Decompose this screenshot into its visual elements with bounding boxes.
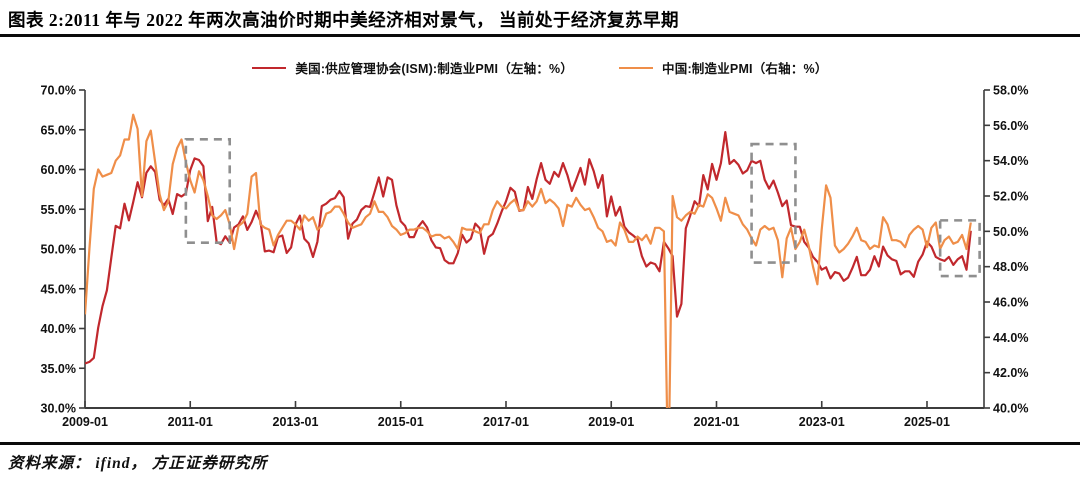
tick-label: 60.0% (41, 163, 76, 177)
tick-label: 30.0% (41, 402, 76, 416)
tick-label: 58.0% (993, 84, 1028, 98)
chart-area: 70.0% 65.0% 60.0% 55.0% 50.0% 45.0% 40.0% 35.0%… (0, 46, 1080, 442)
tick-label: 2025-01 (904, 415, 950, 429)
tick-label: 48.0% (993, 260, 1028, 274)
tick-label: 2021-01 (694, 415, 740, 429)
tick-label: 35.0% (41, 362, 76, 376)
tick-label: 44.0% (993, 331, 1028, 345)
tick-label: 56.0% (993, 119, 1028, 133)
tick-label: 2011-01 (168, 415, 213, 429)
tick-label: 52.0% (993, 190, 1028, 204)
tick-label: 70.0% (41, 84, 76, 98)
tick-label: 40.0% (41, 322, 76, 336)
tick-label: 54.0% (993, 154, 1028, 168)
x-axis: 2009-01 2011-01 2013-01 2015-01 2017-01 2019-… (62, 401, 950, 429)
highlight-boxes (184, 137, 981, 278)
tick-label: 45.0% (41, 282, 76, 296)
tick-label: 46.0% (993, 296, 1028, 310)
y-left-axis: 70.0% 65.0% 60.0% 55.0% 50.0% 45.0% 40.0% 35.0%… (41, 84, 85, 416)
tick-label: 42.0% (993, 366, 1028, 380)
footer-divider (0, 442, 1080, 445)
tick-label: 2015-01 (378, 415, 424, 429)
axes (84, 90, 985, 409)
tick-label: 55.0% (41, 203, 76, 217)
highlight-box (750, 142, 797, 264)
figure-title: 图表 2:2011 年与 2022 年两次高油价时期中美经济相对景气， 当前处于… (8, 10, 679, 30)
tick-label: 65.0% (41, 123, 76, 137)
tick-label: 2009-01 (62, 415, 108, 429)
tick-label: 50.0% (993, 225, 1028, 239)
source-note: 资料来源： ifind， 方正证券研究所 (8, 455, 268, 472)
y-right-axis: 58.0% 56.0% 54.0% 52.0% 50.0% 48.0% 46.0% 44.0%… (984, 84, 1028, 416)
china-pmi-line (85, 113, 972, 408)
tick-label: 2013-01 (273, 415, 319, 429)
tick-label: 2019-01 (588, 415, 634, 429)
highlight-box (938, 219, 981, 278)
us-ism-pmi-line (85, 131, 972, 365)
tick-label: 50.0% (41, 243, 76, 257)
tick-label: 2023-01 (799, 415, 845, 429)
tick-label: 2017-01 (483, 415, 529, 429)
highlight-box (184, 137, 232, 244)
pmi-line-chart: 70.0% 65.0% 60.0% 55.0% 50.0% 45.0% 40.0% 35.0%… (41, 84, 1029, 430)
title-divider (0, 34, 1080, 37)
tick-label: 40.0% (993, 402, 1028, 416)
